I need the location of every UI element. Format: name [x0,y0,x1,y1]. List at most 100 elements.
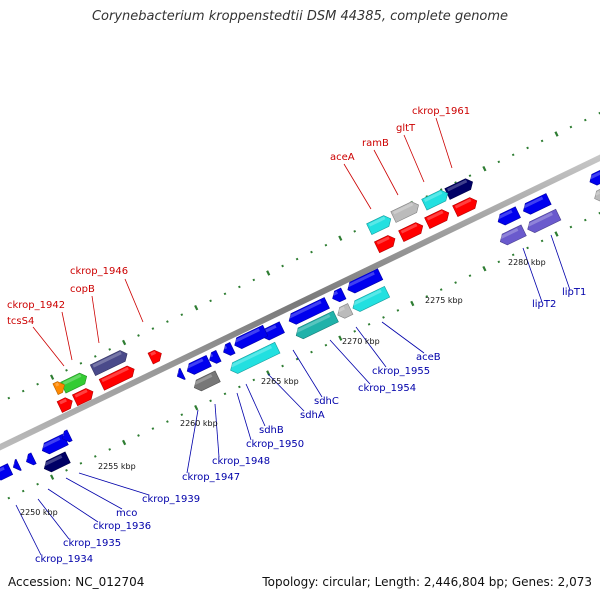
gene-ckrop-1947-shape [193,370,221,392]
gene-ramb-highlight [393,202,414,215]
track-dot [166,320,169,323]
gene-red-4-highlight [376,236,390,245]
gene-label-ckrop-1939: ckrop_1939 [142,494,200,505]
track-tick-major [554,131,559,137]
gene-lipt2-highlight [499,228,519,239]
gene-blue-d-shape [347,268,384,294]
gene-label-ckrop-1934: ckrop_1934 [35,554,93,565]
gene-red-7-shape [71,388,94,407]
gene-blue-d-highlight [347,271,375,288]
gene-gray-c-shape [594,187,600,203]
gene-aceb-highlight [352,289,382,306]
track-tick-major [194,304,199,311]
track-dot [7,396,11,400]
gene-red-6 [56,397,73,413]
gene-ramb [390,201,419,223]
leader-line [267,373,305,412]
track-dot [93,455,97,458]
gene-blue-h-shape [234,324,269,349]
track-dot [36,482,39,486]
leader-line [343,163,372,210]
track-dot [526,146,529,150]
leader-line [292,349,323,398]
gene-blue-c [589,168,600,186]
track-dot [569,225,573,229]
gene-ckrop-1946-shape [89,350,128,377]
leader-line [403,134,425,183]
gene-gltt-shape [421,189,449,211]
gene-tcss4 [52,381,65,395]
gene-label-gltt: gltT [396,123,416,134]
gene-sdha-shape [230,341,281,374]
gene-copb-shape [98,365,135,391]
gene-red-2-shape [424,209,450,230]
track-tick-major [338,235,343,241]
gene-blue-m [41,433,69,455]
track-dot [511,153,515,157]
gene-mco-shape [43,451,71,473]
track-dot [21,389,25,393]
tick-label-2260: 2260 kbp [180,419,218,428]
gene-label-ckrop-1950: ckrop_1950 [246,439,304,450]
gene-ckrop-1946-highlight [92,351,122,368]
track-dot [209,399,212,403]
track-dot [252,378,256,382]
track-tick-major [482,165,487,172]
gene-blue-c-shape [589,168,600,186]
gene-copb [98,365,135,391]
gene-blue-a-shape [523,193,552,215]
gene-blue-q-highlight [0,466,5,475]
track-dot [353,329,357,333]
gene-label-ckrop-1961: ckrop_1961 [412,106,470,117]
gene-blue-f [288,297,330,325]
track-tick-major [122,339,127,346]
gene-label-ckrop-1948: ckrop_1948 [212,456,270,467]
gene-red-2 [424,209,450,230]
gene-label-acea: aceA [330,152,355,163]
forward-gene-labels: ckrop_1961 gltT ramB aceA ckrop_1946 cop… [7,106,470,327]
track-dot [353,229,357,233]
gene-blue-f-highlight [288,300,322,319]
gene-label-ckrop-1946: ckrop_1946 [70,266,128,277]
gene-track [0,168,600,481]
track-dot [21,489,25,493]
track-dot [324,343,328,347]
track-dot [569,125,573,129]
gene-acea [366,215,392,236]
track-dot [367,322,371,326]
gene-sdha-highlight [230,345,273,368]
gene-blue-o-highlight [26,455,29,460]
gene-red-3-shape [398,222,424,243]
gene-blue-q-shape [0,463,14,481]
track-dot [310,250,313,254]
gene-blue-l [176,367,186,380]
gene-ckrop-1954 [295,310,339,340]
gene-blue-e-shape [332,287,347,303]
track-dot [468,174,472,178]
track-dot [79,461,83,465]
gene-ckrop-1947 [193,370,221,392]
gene-red-1-highlight [454,198,472,209]
gene-blue-m-highlight [41,437,61,448]
tick-label-2265: 2265 kbp [261,377,299,386]
track-tick-major [194,404,199,411]
track-dot [36,382,39,386]
gene-blue-b [497,206,521,226]
gene-red-6-highlight [59,398,67,405]
track-dot [324,243,328,247]
track-dot [166,420,169,423]
track-tick-major [266,370,271,376]
tick-label-2255: 2255 kbp [98,462,136,471]
gene-red-1 [452,197,478,218]
leader-line [381,321,425,354]
leader-line [32,326,65,367]
gene-ckrop-1942 [60,372,88,394]
leader-line [355,326,387,368]
gene-blue-j-shape [209,350,222,364]
gene-label-ckrop-1935: ckrop_1935 [63,538,121,549]
track-dot [238,285,241,289]
track-dot [540,239,544,243]
gene-blue-h [234,324,269,349]
